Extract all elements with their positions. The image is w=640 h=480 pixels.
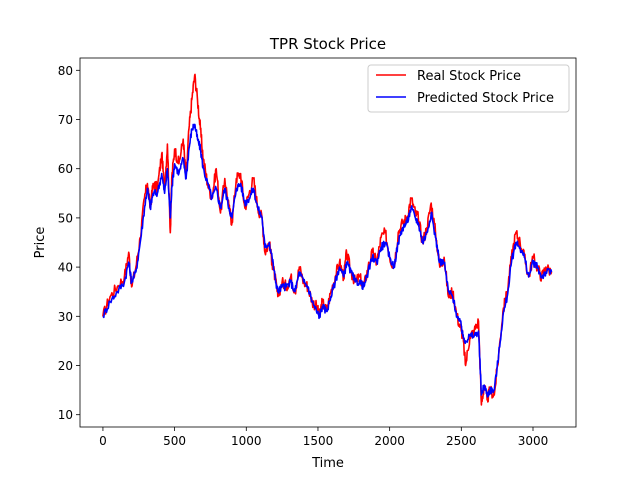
legend-box: [367, 64, 570, 113]
plot-area: [80, 58, 576, 427]
x-axis-label: Time: [311, 456, 344, 471]
x-tick-label: 3000: [518, 434, 549, 448]
y-tick-label: 30: [58, 310, 73, 324]
y-tick-label: 80: [58, 64, 73, 78]
plot-frame: [79, 57, 577, 428]
legend: Real Stock Price Predicted Stock Price: [367, 64, 570, 113]
x-axis-ticks: 0 500 1000 1500 2000 2500 3000: [99, 427, 548, 448]
series-line-predicted: [102, 123, 553, 398]
y-tick-label: 70: [58, 113, 73, 127]
x-tick-label: 500: [163, 434, 186, 448]
y-tick-label: 50: [58, 211, 73, 225]
series-line-real: [102, 73, 553, 406]
series-layer: [102, 73, 553, 406]
y-axis-label: Price: [33, 227, 48, 259]
x-tick-label: 0: [99, 434, 107, 448]
legend-label-predicted: Predicted Stock Price: [417, 91, 554, 106]
y-tick-label: 20: [58, 359, 73, 373]
chart-title: TPR Stock Price: [269, 35, 386, 53]
x-tick-label: 2500: [446, 434, 477, 448]
y-tick-label: 40: [58, 261, 73, 275]
x-tick-label: 1000: [231, 434, 262, 448]
x-tick-label: 1500: [303, 434, 334, 448]
x-tick-label: 2000: [374, 434, 405, 448]
y-tick-label: 10: [58, 408, 73, 422]
y-axis-ticks: 10 20 30 40 50 60 70 80: [58, 64, 80, 422]
legend-label-real: Real Stock Price: [417, 69, 521, 84]
y-tick-label: 60: [58, 162, 73, 176]
